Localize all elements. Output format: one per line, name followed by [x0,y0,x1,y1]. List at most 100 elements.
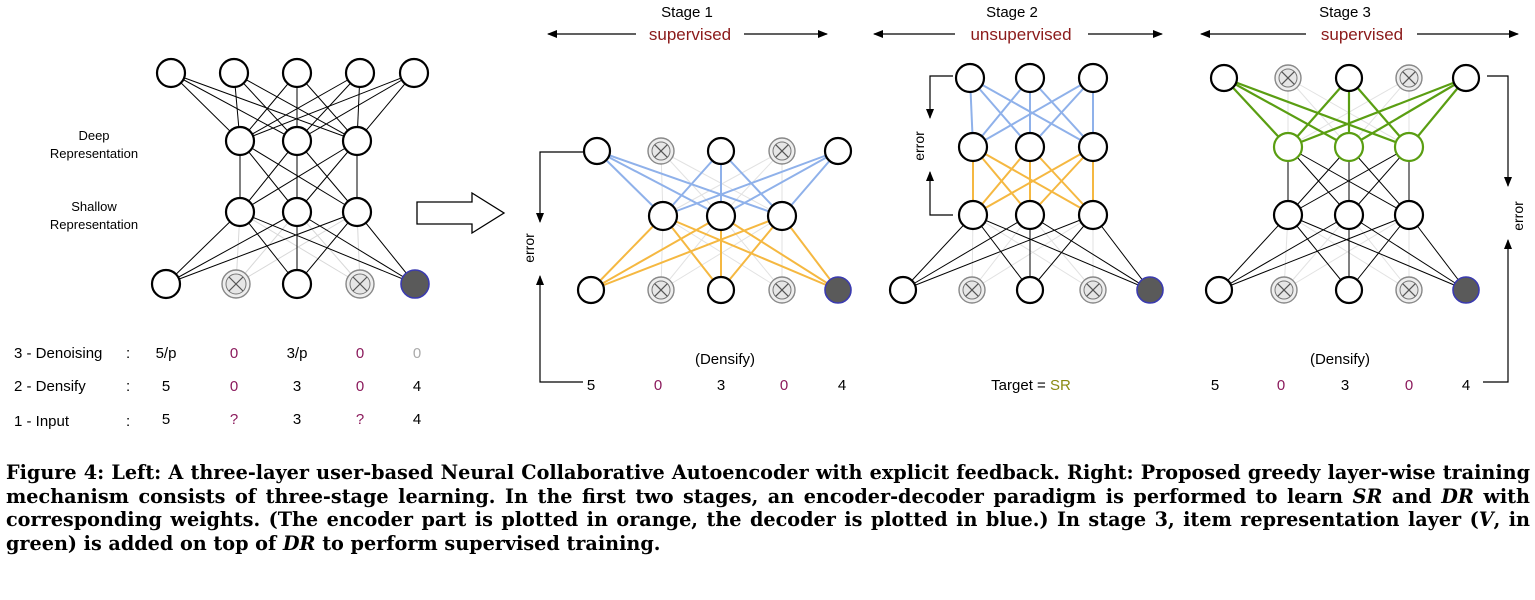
neuron-node [341,196,373,228]
neuron-node [1451,63,1481,93]
stage3-error-arrow-down [1487,75,1512,187]
stage1-error-loop: error (Densify) 5 0 3 0 4 [521,151,846,394]
training-diagram: Deep Representation Shallow Representati… [14,4,1526,430]
stage2-error-arrow-up [926,171,953,216]
edge [1348,214,1467,291]
filled-node [400,269,430,299]
row-value-zero: 0 [356,378,364,395]
row-colon: : [126,378,130,395]
neuron-node [957,199,989,231]
encoder-edge [662,215,839,291]
neuron-node [1077,131,1109,163]
neuron-node [1334,275,1364,305]
stage3-title: Stage 3 [1319,4,1371,21]
item-edge [1223,77,1289,148]
dropout-cross [775,283,789,297]
neuron-node [1015,275,1045,305]
neuron-node [1272,131,1304,163]
item-edge [1348,77,1467,148]
stage3-value-zero: 0 [1405,377,1413,394]
neuron-node [1204,275,1234,305]
row-value-missing: ? [230,411,238,428]
dropout-cross [1277,283,1291,297]
dropout-cross [1281,71,1295,85]
stage3-error-label: error [1510,201,1526,231]
neuron-node [398,57,430,89]
dropout-cross [352,276,368,292]
transition-arrow-icon [416,191,506,235]
faint-edge [239,211,361,285]
edge [1408,214,1467,291]
neuron-node [766,200,798,232]
stage1-header: Stage 1 supervised [547,4,828,44]
item-edge [1223,76,1410,149]
decoder-edge [1029,77,1094,148]
stage3-value-zero: 0 [1277,377,1285,394]
edge [1218,214,1289,291]
stage3-densify-note: (Densify) [1310,351,1370,368]
faint-edge [1283,214,1410,291]
neuron-node [823,136,853,166]
neuron-node [1014,199,1046,231]
neuron-node [1014,131,1046,163]
stage2-network [888,62,1164,305]
decoder-edge [969,77,1031,148]
neuron-node [888,275,918,305]
stage1-value-zero: 0 [654,377,662,394]
edge [296,140,358,213]
stage2-error-label: error [911,131,927,161]
stage3-mode: supervised [1321,25,1403,44]
row-colon: : [126,345,130,362]
decoder-edge [596,150,722,217]
row-value: 5/p [156,345,177,362]
stage3-header: Stage 3 supervised [1200,4,1519,44]
edge [239,72,361,142]
neuron-node [281,57,313,89]
decoder-edge [596,150,783,217]
stage3-value: 5 [1211,377,1219,394]
caption-text: Figure 4: Left: A three-layer user-based… [6,461,1530,508]
decoder-edge [596,150,664,217]
left-rows: 3 - Denoising : 5/p 0 3/p 0 0 2 - Densif… [14,345,421,430]
edge [1218,214,1410,291]
deep-label-line2: Representation [50,146,138,161]
dropout-cross [228,276,244,292]
item-edge [1223,77,1350,148]
neuron-node [1393,199,1425,231]
row-label-input: 1 - Input [14,413,70,430]
edge [170,72,241,142]
edge [239,140,358,213]
encoder-edge [781,215,839,291]
neuron-node [647,200,679,232]
dropout-cross [654,144,668,158]
row-value-zero: 0 [356,345,364,362]
dropout-cross [775,144,789,158]
edge [296,72,415,142]
item-edge [1287,77,1350,148]
stage1-error-label: error [521,233,537,263]
stage3-value: 4 [1462,377,1470,394]
neuron-node [341,125,373,157]
row-value-zero: 0 [230,345,238,362]
neuron-node [706,136,736,166]
edge [1348,146,1410,216]
stage3-error-loop: error (Densify) 5 0 3 0 4 [1211,75,1526,394]
dropout-cross [1402,71,1416,85]
edge [1348,214,1410,291]
encoder-edge [1029,146,1094,216]
neuron-node [957,131,989,163]
row-label-denoising: 3 - Denoising [14,345,102,362]
faint-edge [662,215,783,291]
encoder-edge [662,215,722,291]
neuron-node [1333,131,1365,163]
encoder-edge [590,215,783,291]
faint-edge [662,150,783,217]
edge [296,211,358,285]
encoder-edge [590,215,722,291]
neuron-node [582,136,612,166]
caption-text: to perform supervised training. [315,531,661,555]
neuron-node [1077,199,1109,231]
edge [1092,214,1151,291]
edge [1287,214,1350,291]
neuron-node [705,200,737,232]
